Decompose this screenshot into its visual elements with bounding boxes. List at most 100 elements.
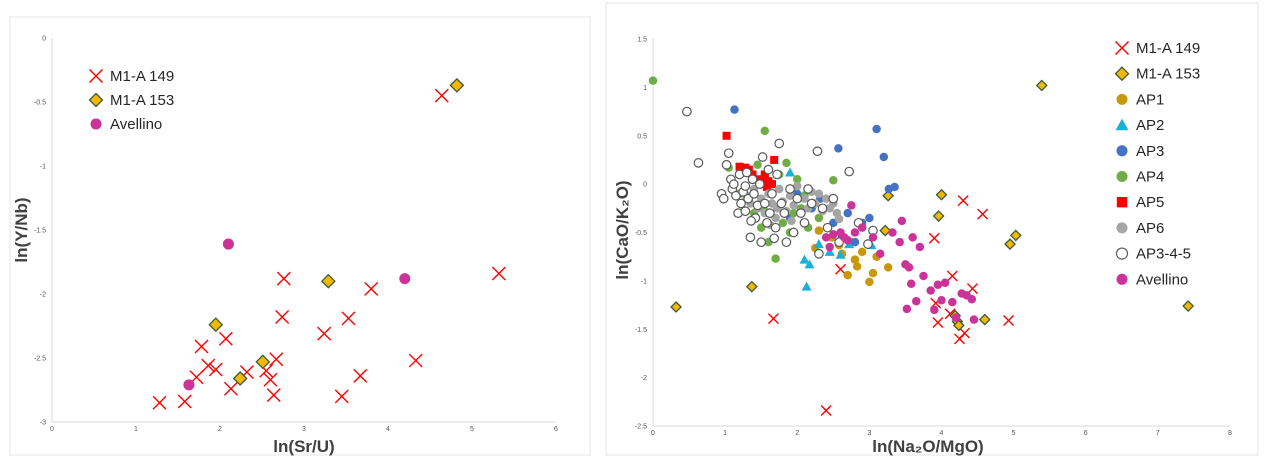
point-m1-a-153	[1004, 238, 1016, 251]
point-m1-a-153	[449, 77, 465, 93]
point-m1-a-153	[255, 354, 271, 370]
point-ap4	[793, 175, 802, 184]
point-ap4	[753, 160, 762, 170]
legend-marker-ap2	[1115, 118, 1129, 131]
point-m1-a-149	[928, 232, 940, 244]
point-ap3-4-5	[721, 159, 732, 170]
point-avellino	[940, 278, 950, 288]
point-m1-a-149	[208, 362, 223, 377]
point-ap6	[834, 214, 844, 224]
point-m1-a-149	[977, 208, 989, 220]
y-tick-label: 1.5	[637, 37, 647, 44]
x-tick-label: 3	[302, 426, 306, 433]
point-ap3	[843, 208, 852, 218]
point-ap1	[850, 255, 860, 264]
point-ap3-4-5	[812, 146, 823, 157]
x-tick-label: 2	[795, 430, 799, 437]
legend-label-m1-a-153: M1-A 153	[110, 92, 174, 109]
x-tick-label: 1	[723, 430, 727, 437]
chart-left-y-title: ln(Y/Nb)	[12, 197, 31, 262]
legend-marker-ap4	[1116, 170, 1128, 183]
point-ap3-4-5	[817, 203, 828, 214]
point-ap3-4-5	[764, 208, 775, 218]
chart-left-frame	[9, 16, 591, 456]
y-tick-label: -1.5	[34, 228, 46, 235]
point-ap3-4-5	[723, 148, 734, 159]
point-ap3-4-5	[792, 193, 803, 204]
point-m1-a-153	[978, 313, 991, 326]
point-ap5	[753, 175, 762, 184]
point-avellino	[829, 230, 838, 239]
point-m1-a-149	[767, 313, 779, 325]
point-avellino	[915, 242, 925, 252]
legend-marker-ap6	[1116, 222, 1128, 234]
chart-right-points	[648, 76, 1195, 417]
point-m1-a-149	[334, 389, 349, 404]
point-ap5	[770, 155, 779, 164]
legend-marker-ap3-4-5	[1115, 247, 1129, 260]
point-avellino	[839, 233, 849, 242]
point-ap3	[890, 182, 899, 192]
legend-label-ap5: AP5	[1136, 194, 1164, 211]
legend-marker-ap3	[1116, 145, 1128, 157]
point-ap3-4-5	[828, 193, 839, 204]
point-ap3-4-5	[770, 222, 781, 233]
point-m1-a-149	[434, 88, 449, 103]
legend-marker-m1-a-153	[88, 92, 104, 108]
point-m1-a-149	[152, 395, 167, 410]
point-ap6	[787, 216, 796, 226]
point-ap3	[865, 213, 874, 223]
x-tick-label: 5	[1012, 430, 1016, 437]
chart-right-y-ticks: 1.5 1 0.5 0 -0.5 -1 -1.5 -2 -2.5	[635, 37, 647, 431]
point-ap3-4-5	[754, 179, 765, 189]
point-ap6	[785, 191, 795, 200]
legend-label-m1-a-149: M1-A 149	[1136, 40, 1200, 57]
point-ap4	[778, 218, 788, 228]
point-ap3	[834, 144, 843, 153]
point-ap1	[852, 262, 862, 271]
point-m1-a-153	[882, 189, 895, 202]
point-m1-a-153	[1009, 229, 1022, 242]
x-tick-label: 6	[1084, 430, 1088, 437]
point-ap1	[868, 268, 878, 278]
point-m1-a-149	[820, 405, 832, 417]
point-ap3-4-5	[822, 222, 833, 233]
point-m1-a-149	[263, 372, 278, 387]
point-m1-a-149	[223, 381, 238, 396]
point-avellino	[847, 201, 856, 210]
point-ap1	[883, 263, 893, 272]
point-m1-a-149	[275, 310, 290, 325]
point-ap3-4-5	[803, 184, 813, 194]
point-ap3-4-5	[741, 167, 752, 178]
chart-left-y-ticks: 0 -0.5 -1 -1.5 -2 -2.5 -3	[34, 36, 46, 427]
x-tick-label: 6	[554, 426, 558, 433]
point-ap3-4-5	[736, 198, 746, 209]
point-m1-a-149	[957, 195, 969, 207]
point-ap3-4-5	[762, 217, 772, 228]
point-ap3-4-5	[682, 106, 692, 117]
chart-left-x-title: ln(Sr/U)	[273, 437, 334, 456]
x-tick-label: 7	[1156, 430, 1160, 437]
point-avellino	[875, 249, 885, 259]
point-avellino	[926, 286, 935, 295]
y-tick-label: 0	[643, 182, 647, 189]
point-ap1	[814, 226, 824, 235]
point-ap6	[814, 189, 824, 199]
point-m1-a-153	[952, 319, 965, 332]
point-avellino	[912, 296, 921, 306]
y-tick-label: -1	[641, 278, 647, 285]
y-tick-label: -2.5	[635, 424, 647, 431]
y-tick-label: -2.5	[34, 356, 46, 363]
chart-left: 0 1 2 3 4 5 6 0 -0.5 -1 -1.5 -2 -2.5 -3 ln(Sr/U) ln(…	[9, 16, 591, 456]
point-ap5	[768, 180, 777, 189]
point-avellino	[908, 233, 917, 242]
y-tick-label: -0.5	[34, 100, 46, 107]
point-ap5	[760, 172, 769, 181]
point-ap3-4-5	[788, 227, 799, 238]
point-avellino	[937, 295, 946, 305]
point-ap3-4-5	[814, 248, 824, 259]
point-m1-a-149	[276, 271, 291, 286]
chart-right-x-ticks: 0 1 2 3 4 5 6 7 8	[651, 430, 1232, 437]
point-ap3-4-5	[756, 237, 767, 248]
